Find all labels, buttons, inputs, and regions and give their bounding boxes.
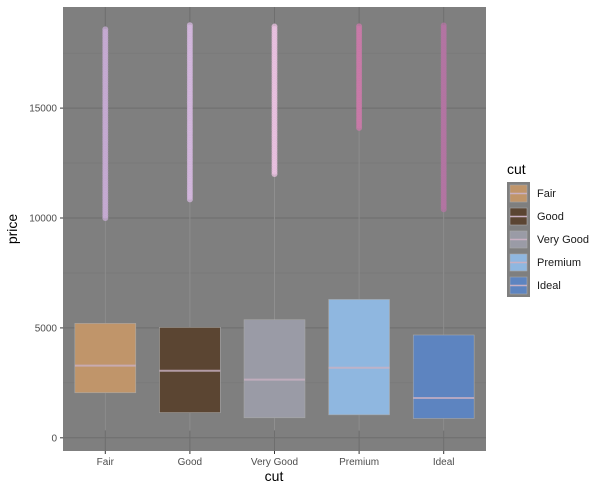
x-tick-label: Ideal	[433, 457, 455, 468]
box-body	[74, 323, 137, 394]
outlier-point	[102, 26, 109, 33]
x-tick-label: Very Good	[251, 457, 298, 468]
x-axis-ticks: Fair Good Very Good Premium Ideal	[97, 451, 455, 468]
box-fair	[74, 26, 137, 431]
x-axis-title: cut	[265, 468, 284, 484]
box-premium	[328, 23, 390, 431]
x-tick-label: Fair	[97, 457, 115, 468]
box-very-good	[243, 23, 306, 431]
box-good	[159, 22, 221, 431]
outlier-point	[271, 23, 278, 30]
y-axis-title: price	[4, 214, 20, 245]
legend-title: cut	[507, 161, 526, 177]
outlier-point	[186, 22, 193, 29]
outlier-point	[440, 22, 447, 29]
legend-label: Fair	[537, 188, 556, 200]
y-tick-label: 15000	[29, 104, 57, 115]
box-ideal	[412, 22, 475, 431]
outlier-point	[356, 23, 363, 30]
x-tick-label: Good	[178, 457, 202, 468]
x-tick-label: Premium	[339, 457, 379, 468]
box-body	[412, 334, 475, 419]
legend-label: Very Good	[537, 234, 589, 246]
y-tick-label: 5000	[35, 323, 58, 334]
box-body	[243, 319, 306, 419]
y-axis-ticks: 0 5000 10000 15000	[29, 104, 63, 444]
legend-label: Premium	[537, 257, 581, 269]
y-tick-label: 0	[51, 433, 57, 444]
box-series	[74, 22, 475, 431]
legend-label: Ideal	[537, 280, 561, 292]
box-body	[328, 299, 390, 416]
y-tick-label: 10000	[29, 214, 57, 225]
legend: cut Fair Good Very Good Premium Ideal	[507, 161, 589, 297]
legend-label: Good	[537, 211, 564, 223]
